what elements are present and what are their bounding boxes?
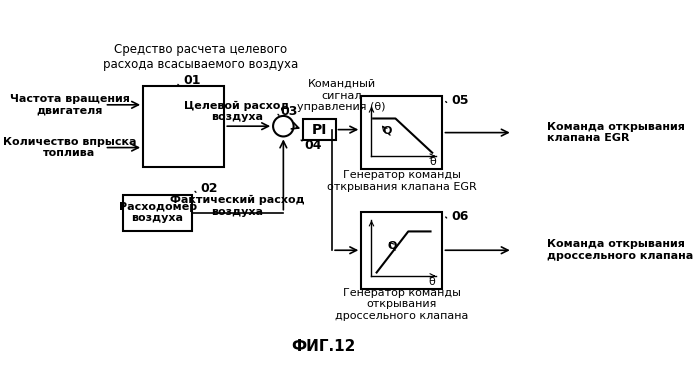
Bar <box>303 119 336 140</box>
Text: Q: Q <box>387 241 397 251</box>
Text: Генератор команды
открывания
дроссельного клапана: Генератор команды открывания дроссельног… <box>335 288 468 321</box>
Text: 04: 04 <box>305 139 322 152</box>
Bar <box>143 86 224 167</box>
Text: Фактический расход
воздуха: Фактический расход воздуха <box>170 195 305 217</box>
Text: Генератор команды
открывания клапана EGR: Генератор команды открывания клапана EGR <box>327 170 477 192</box>
Text: Расходомер
воздуха: Расходомер воздуха <box>119 202 196 223</box>
Bar <box>361 96 442 169</box>
Text: 01: 01 <box>183 74 201 87</box>
Text: θ: θ <box>429 277 435 287</box>
Text: 05: 05 <box>451 94 468 107</box>
Bar <box>361 212 442 289</box>
Text: Командный
сигнал
управления (θ): Командный сигнал управления (θ) <box>297 79 386 112</box>
Text: 06: 06 <box>451 209 468 223</box>
Bar <box>123 195 192 231</box>
Text: Команда открывания
дроссельного клапана: Команда открывания дроссельного клапана <box>547 239 693 261</box>
Text: θ: θ <box>430 157 436 167</box>
Text: Частота вращения
двигателя: Частота вращения двигателя <box>10 94 129 116</box>
Text: PI: PI <box>312 122 327 137</box>
Text: 03: 03 <box>280 105 297 118</box>
Text: Команда открывания
клапана EGR: Команда открывания клапана EGR <box>547 122 685 143</box>
Text: Q: Q <box>382 126 391 136</box>
Text: Средство расчета целевого
расхода всасываемого воздуха: Средство расчета целевого расхода всасыв… <box>103 43 298 71</box>
Text: Целевой расход
воздуха: Целевой расход воздуха <box>185 101 290 122</box>
Text: Количество впрыска
топлива: Количество впрыска топлива <box>3 137 136 158</box>
Text: 02: 02 <box>201 182 218 195</box>
Text: ФИГ.12: ФИГ.12 <box>291 338 356 353</box>
